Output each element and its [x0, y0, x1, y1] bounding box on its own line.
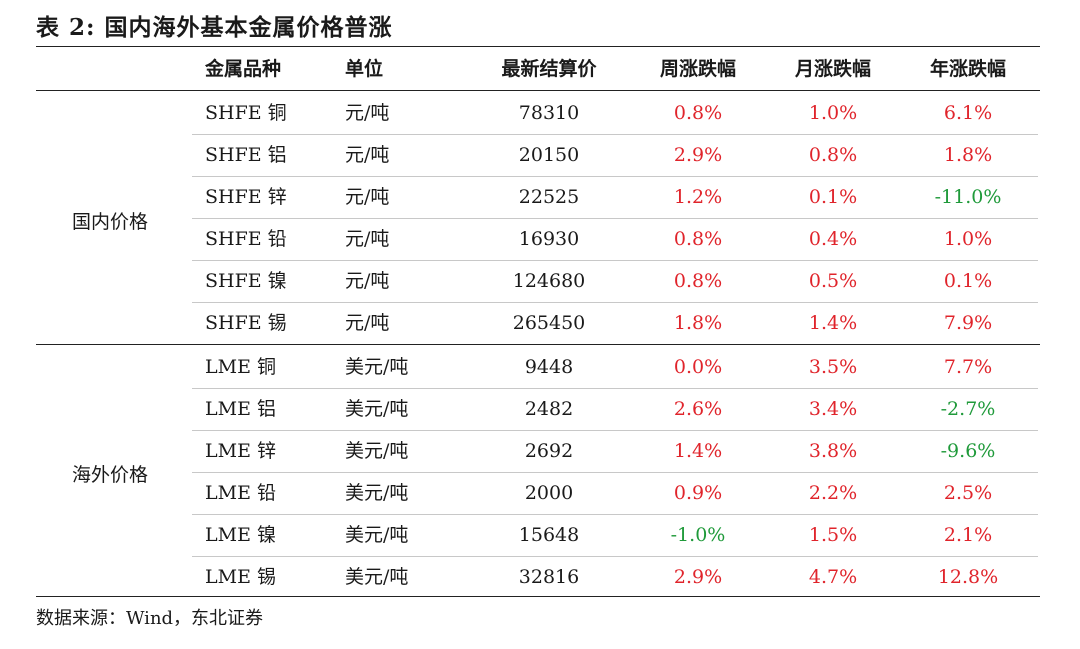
- cell-year: -11.0%: [934, 186, 1002, 208]
- cell-price: 2692: [524, 440, 574, 462]
- cell-metal: LME 铝: [205, 398, 276, 420]
- cell-year: 0.1%: [943, 270, 993, 292]
- cell-metal: LME 镍: [205, 524, 276, 546]
- row-divider: [192, 260, 1038, 261]
- cell-week: 1.8%: [673, 312, 723, 334]
- cell-price: 20150: [518, 144, 580, 166]
- cell-price: 265450: [512, 312, 586, 334]
- cell-price: 9448: [524, 356, 574, 378]
- cell-unit: 元/吨: [345, 228, 390, 250]
- cell-metal: SHFE 铜: [205, 102, 287, 124]
- cell-price: 2000: [524, 482, 574, 504]
- cell-metal: SHFE 锡: [205, 312, 287, 334]
- cell-month: 1.0%: [808, 102, 858, 124]
- bottom-rule: [36, 596, 1040, 597]
- header-rule: [36, 90, 1040, 91]
- row-divider: [192, 218, 1038, 219]
- cell-unit: 美元/吨: [345, 356, 409, 378]
- cell-week: 2.6%: [673, 398, 723, 420]
- cell-year: 2.5%: [943, 482, 993, 504]
- group-label-domestic: 国内价格: [71, 211, 148, 233]
- cell-week: 1.4%: [673, 440, 723, 462]
- cell-week: 2.9%: [673, 566, 723, 588]
- cell-year: 7.7%: [943, 356, 993, 378]
- cell-month: 0.4%: [808, 228, 858, 250]
- cell-unit: 元/吨: [345, 312, 390, 334]
- cell-metal: SHFE 铅: [205, 228, 287, 250]
- cell-month: 3.5%: [808, 356, 858, 378]
- cell-year: 1.0%: [943, 228, 993, 250]
- row-divider: [192, 472, 1038, 473]
- row-divider: [192, 176, 1038, 177]
- cell-week: 1.2%: [673, 186, 723, 208]
- cell-year: 6.1%: [943, 102, 993, 124]
- cell-week: 0.8%: [673, 102, 723, 124]
- cell-unit: 美元/吨: [345, 566, 409, 588]
- cell-metal: SHFE 镍: [205, 270, 287, 292]
- col-header-week: 周涨跌幅: [659, 58, 736, 80]
- row-divider: [192, 134, 1038, 135]
- cell-week: 0.9%: [673, 482, 723, 504]
- cell-metal: LME 铅: [205, 482, 276, 504]
- row-divider: [192, 302, 1038, 303]
- col-header-unit: 单位: [345, 58, 384, 80]
- row-divider: [192, 556, 1038, 557]
- row-divider: [192, 514, 1038, 515]
- cell-price: 78310: [518, 102, 580, 124]
- cell-month: 3.4%: [808, 398, 858, 420]
- cell-month: 2.2%: [808, 482, 858, 504]
- cell-price: 2482: [524, 398, 574, 420]
- cell-month: 0.5%: [808, 270, 858, 292]
- table-title: 表 2: 国内海外基本金属价格普涨: [36, 14, 393, 41]
- col-header-price: 最新结算价: [501, 58, 597, 80]
- cell-unit: 元/吨: [345, 102, 390, 124]
- cell-metal: SHFE 锌: [205, 186, 287, 208]
- cell-year: 2.1%: [943, 524, 993, 546]
- cell-year: 12.8%: [937, 566, 999, 588]
- cell-month: 1.4%: [808, 312, 858, 334]
- col-header-year: 年涨跌幅: [929, 58, 1006, 80]
- cell-year: 1.8%: [943, 144, 993, 166]
- cell-month: 4.7%: [808, 566, 858, 588]
- cell-unit: 美元/吨: [345, 482, 409, 504]
- cell-price: 124680: [512, 270, 586, 292]
- cell-week: 0.8%: [673, 228, 723, 250]
- cell-metal: LME 铜: [205, 356, 276, 378]
- cell-year: -9.6%: [940, 440, 996, 462]
- cell-unit: 元/吨: [345, 186, 390, 208]
- cell-month: 1.5%: [808, 524, 858, 546]
- cell-year: 7.9%: [943, 312, 993, 334]
- cell-metal: LME 锌: [205, 440, 276, 462]
- cell-unit: 美元/吨: [345, 524, 409, 546]
- cell-unit: 元/吨: [345, 270, 390, 292]
- cell-week: 0.8%: [673, 270, 723, 292]
- group-label-overseas: 海外价格: [71, 464, 148, 486]
- cell-unit: 美元/吨: [345, 398, 409, 420]
- cell-week: -1.0%: [670, 524, 726, 546]
- cell-price: 15648: [518, 524, 580, 546]
- cell-price: 16930: [518, 228, 580, 250]
- cell-month: 0.1%: [808, 186, 858, 208]
- cell-month: 0.8%: [808, 144, 858, 166]
- source-note: 数据来源：Wind，东北证券: [36, 608, 264, 629]
- cell-month: 3.8%: [808, 440, 858, 462]
- cell-price: 32816: [518, 566, 580, 588]
- cell-unit: 元/吨: [345, 144, 390, 166]
- cell-week: 2.9%: [673, 144, 723, 166]
- col-header-month: 月涨跌幅: [794, 58, 871, 80]
- cell-unit: 美元/吨: [345, 440, 409, 462]
- row-divider: [192, 388, 1038, 389]
- group-divider: [36, 344, 1040, 345]
- cell-metal: SHFE 铝: [205, 144, 287, 166]
- cell-price: 22525: [518, 186, 580, 208]
- row-divider: [192, 430, 1038, 431]
- cell-metal: LME 锡: [205, 566, 276, 588]
- top-rule: [36, 46, 1040, 47]
- col-header-metal: 金属品种: [205, 58, 282, 80]
- cell-week: 0.0%: [673, 356, 723, 378]
- cell-year: -2.7%: [940, 398, 996, 420]
